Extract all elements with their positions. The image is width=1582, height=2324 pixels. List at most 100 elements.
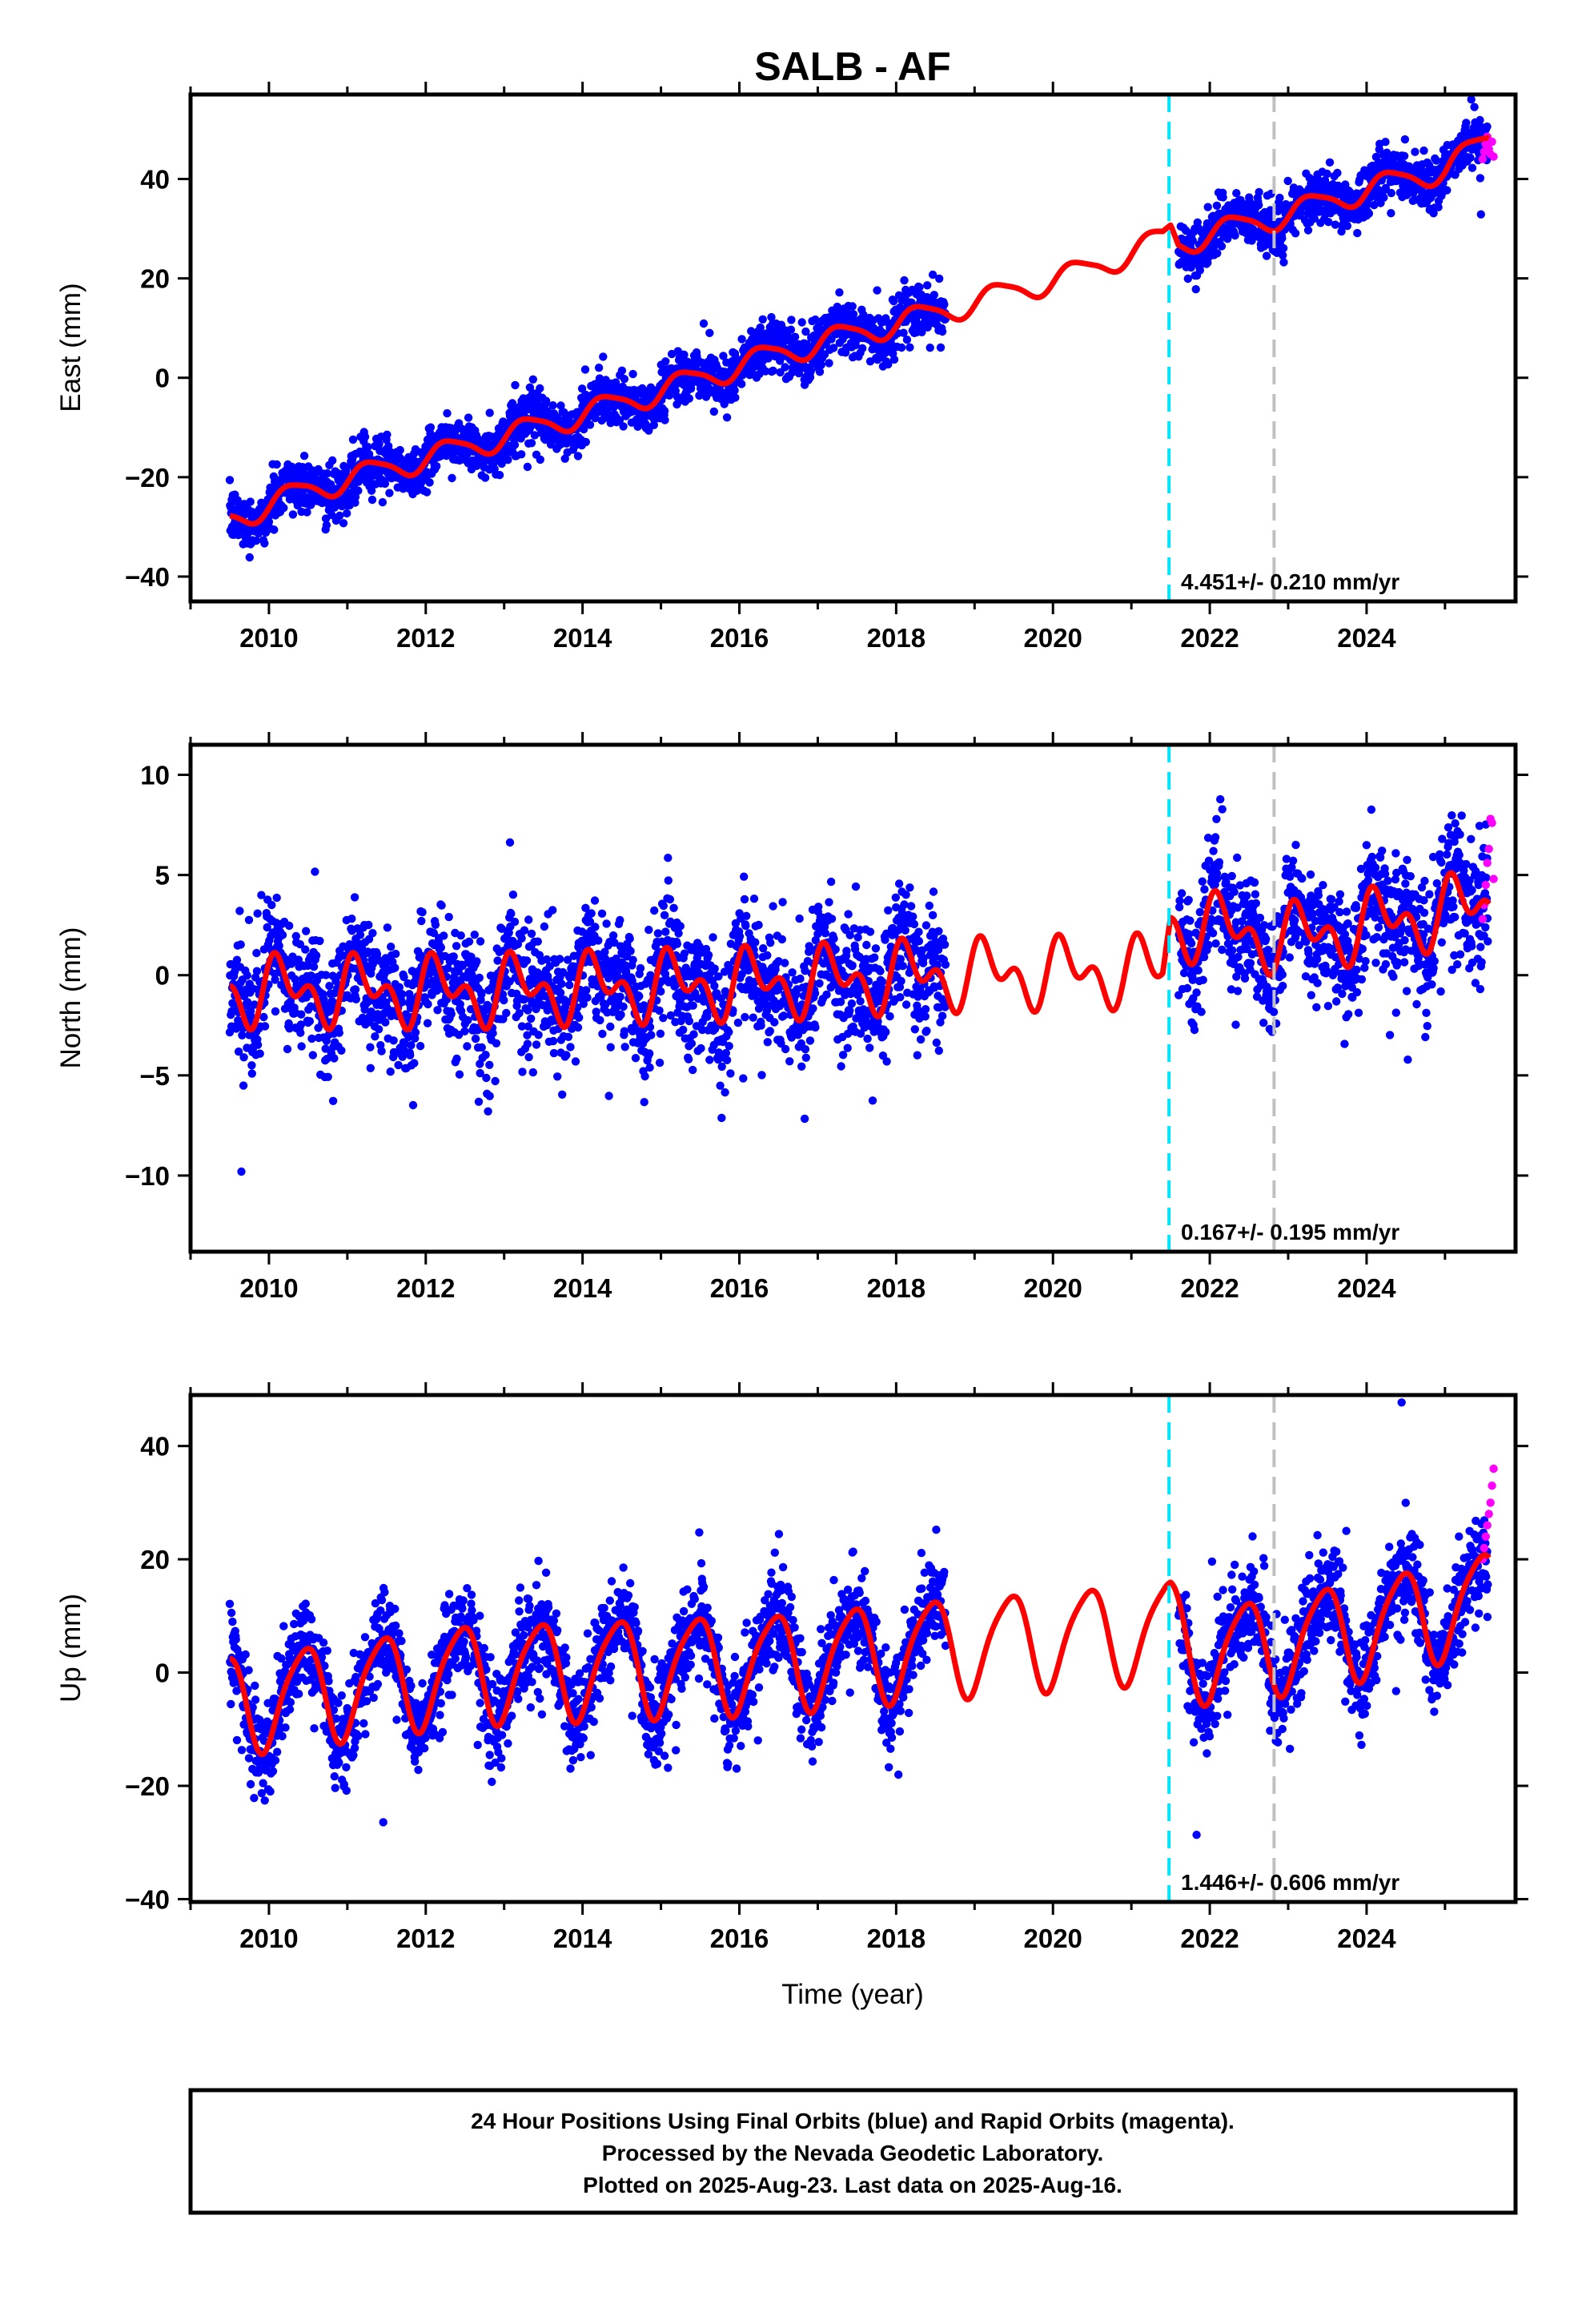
east-final-point	[323, 468, 331, 478]
north-final-point	[440, 931, 448, 940]
east-final-point	[781, 363, 789, 372]
north-final-point	[620, 1027, 629, 1035]
north-final-point	[425, 969, 434, 979]
north-final-point	[297, 1010, 306, 1019]
east-final-point	[383, 430, 391, 439]
north-final-point	[423, 1019, 432, 1027]
east-final-point	[378, 498, 387, 507]
north-final-point	[847, 999, 857, 1008]
north-final-point	[763, 951, 772, 960]
north-final-point	[524, 1006, 532, 1015]
north-final-point	[689, 1001, 697, 1010]
north-final-point	[548, 906, 557, 915]
north-final-point	[497, 924, 506, 934]
east-final-point	[936, 343, 946, 352]
east-model-fit	[227, 135, 1492, 527]
north-final-point	[520, 995, 528, 1004]
east-final-point	[264, 517, 274, 526]
east-final-point	[1232, 189, 1241, 198]
north-final-point	[650, 906, 659, 915]
north-final-point	[644, 925, 653, 935]
east-plot-area	[225, 94, 1498, 601]
north-final-point	[508, 891, 518, 899]
north-final-point	[716, 1081, 725, 1090]
north-final-point	[660, 911, 669, 920]
north-final-point	[449, 952, 458, 961]
east-final-point	[1308, 175, 1317, 185]
north-final-point	[391, 949, 400, 959]
east-final-point	[620, 375, 629, 384]
north-final-point	[307, 1034, 316, 1043]
north-final-point	[476, 937, 485, 946]
east-final-point	[940, 300, 949, 309]
north-final-point	[517, 934, 526, 943]
north-final-point	[464, 1015, 472, 1025]
north-final-point	[455, 1070, 464, 1079]
east-final-point	[585, 420, 595, 429]
north-final-point	[504, 928, 513, 938]
north-final-point	[238, 1031, 247, 1040]
east-final-point	[873, 286, 881, 295]
east-final-point	[380, 479, 390, 489]
east-final-point	[375, 440, 383, 448]
east-final-point	[1219, 193, 1227, 202]
north-final-point	[626, 947, 635, 955]
east-final-point	[396, 445, 404, 455]
north-final-points	[225, 794, 1492, 1176]
north-final-point	[239, 1053, 248, 1062]
north-final-point	[482, 1073, 491, 1083]
east-final-point	[1255, 201, 1263, 210]
north-final-point	[528, 1068, 537, 1077]
east-final-point	[889, 296, 898, 306]
north-final-point	[558, 1090, 567, 1100]
north-final-point	[769, 902, 777, 911]
north-final-point	[368, 959, 378, 968]
east-final-point	[328, 456, 337, 465]
north-final-point	[398, 990, 407, 999]
north-final-point	[408, 1100, 418, 1110]
east-y-tick-label: −20	[125, 463, 170, 493]
east-final-point	[1364, 209, 1374, 218]
east-final-point	[1470, 103, 1479, 111]
north-final-point	[267, 900, 276, 910]
north-final-point	[870, 953, 879, 962]
north-final-point	[597, 909, 607, 919]
north-final-point	[640, 1098, 648, 1107]
north-final-point	[319, 995, 328, 1004]
north-final-point	[679, 1025, 688, 1035]
east-final-point	[619, 422, 628, 431]
east-final-point	[270, 525, 279, 534]
east-final-point	[1278, 234, 1287, 243]
north-final-point	[759, 944, 768, 953]
north-final-point	[571, 1057, 580, 1066]
east-final-point	[1431, 156, 1441, 165]
north-final-point	[532, 1040, 541, 1049]
north-final-point	[400, 1039, 409, 1048]
east-final-point	[926, 344, 934, 352]
east-final-point	[720, 400, 729, 408]
north-final-point	[400, 972, 408, 982]
north-final-point	[785, 1057, 794, 1066]
east-final-point	[915, 283, 924, 292]
east-final-point	[1331, 220, 1340, 229]
east-final-point	[923, 281, 932, 290]
north-final-point	[725, 1027, 733, 1037]
east-final-point	[1262, 251, 1271, 260]
north-final-point	[358, 1013, 367, 1023]
north-final-point	[741, 921, 750, 931]
north-final-point	[488, 1029, 497, 1038]
north-final-point	[315, 936, 324, 946]
north-final-point	[735, 932, 745, 941]
east-ylabel: East (mm)	[55, 283, 86, 412]
east-final-point	[1381, 138, 1390, 147]
north-final-point	[527, 929, 536, 939]
east-final-point	[303, 508, 311, 517]
north-final-point	[381, 1018, 390, 1027]
north-final-point	[608, 931, 618, 940]
east-final-point	[1466, 153, 1475, 163]
north-final-point	[305, 1017, 315, 1026]
north-final-point	[523, 1039, 532, 1048]
east-final-point	[769, 366, 777, 376]
north-final-point	[467, 952, 476, 962]
north-final-point	[602, 919, 611, 928]
